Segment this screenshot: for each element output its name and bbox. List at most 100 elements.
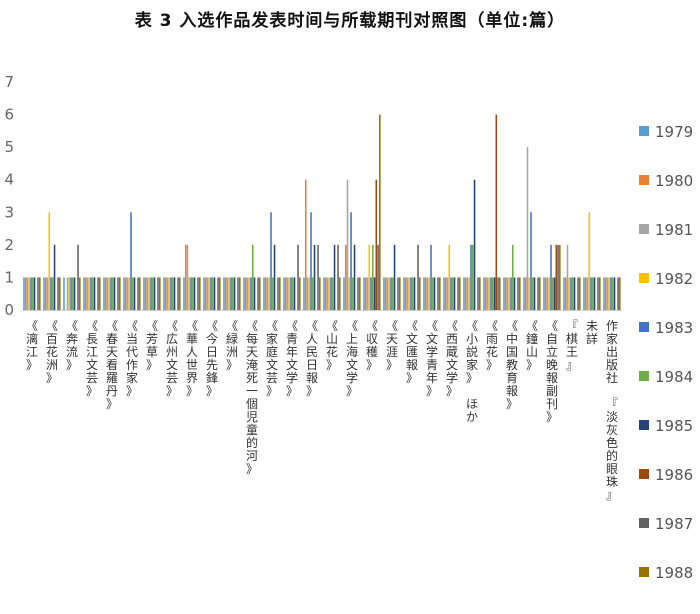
bar xyxy=(564,277,567,310)
bar xyxy=(430,244,432,310)
bar xyxy=(573,277,576,310)
bar xyxy=(66,277,69,310)
bar xyxy=(37,277,39,310)
bar xyxy=(248,277,251,310)
bar xyxy=(210,277,212,310)
bar xyxy=(153,277,156,310)
bar xyxy=(419,277,421,310)
bar xyxy=(568,277,571,310)
bar xyxy=(230,277,232,310)
bar xyxy=(523,277,525,310)
bar xyxy=(517,277,519,310)
bar xyxy=(132,277,134,310)
bar xyxy=(273,244,276,310)
bar xyxy=(26,277,29,310)
bar xyxy=(284,277,287,310)
bar xyxy=(179,277,181,310)
bar xyxy=(203,277,205,310)
bar xyxy=(579,277,581,310)
bar xyxy=(472,244,474,310)
bar xyxy=(603,277,605,310)
bar xyxy=(524,277,527,310)
x-tick-label: 《広州文芸》 xyxy=(166,319,178,398)
bar xyxy=(212,277,214,310)
bar xyxy=(608,277,611,310)
bar xyxy=(48,212,51,310)
bar-series-group xyxy=(23,114,621,310)
bar xyxy=(468,277,471,310)
bar xyxy=(157,277,159,310)
bar xyxy=(423,277,425,310)
y-axis: 0 1 2 3 4 5 6 7 xyxy=(4,73,622,319)
bar xyxy=(370,277,372,310)
bar xyxy=(23,277,25,310)
bar xyxy=(277,277,279,310)
bar xyxy=(404,277,407,310)
x-tick-label: 《文匯報》 xyxy=(406,319,418,385)
bar xyxy=(173,277,176,310)
bar xyxy=(57,277,59,310)
bar xyxy=(108,277,111,310)
bar xyxy=(50,277,52,310)
legend-label: 1982 xyxy=(655,270,693,288)
bar xyxy=(390,277,392,310)
bar xyxy=(446,277,449,310)
bar xyxy=(239,277,241,310)
bar xyxy=(528,277,531,310)
bar xyxy=(379,114,381,310)
x-axis: 《漓江》《百花洲》《奔流》《長江文芸》《春天看羅丹》《当代作家》《芳草》《広州文… xyxy=(26,319,618,502)
legend-label: 1980 xyxy=(655,172,693,190)
bar xyxy=(597,277,599,310)
bar xyxy=(590,277,592,310)
bar xyxy=(306,277,309,310)
bar xyxy=(377,244,379,310)
bar xyxy=(68,277,71,310)
bar xyxy=(479,277,481,310)
bar xyxy=(144,277,147,310)
bar xyxy=(93,277,96,310)
bar xyxy=(364,277,367,310)
bar xyxy=(563,277,565,310)
bar xyxy=(193,277,196,310)
bar xyxy=(368,244,371,310)
bar xyxy=(106,277,109,310)
bar xyxy=(128,277,131,310)
bar xyxy=(357,277,359,310)
bar xyxy=(137,277,139,310)
bar xyxy=(550,244,552,310)
bar xyxy=(386,277,389,310)
bar xyxy=(270,212,272,310)
bar xyxy=(119,277,121,310)
y-tick-label: 4 xyxy=(4,171,14,189)
bar xyxy=(470,244,472,310)
bar xyxy=(617,277,619,310)
bar xyxy=(303,277,305,310)
x-tick-label: 《家庭文芸》 xyxy=(266,319,278,398)
bar xyxy=(488,277,491,310)
x-tick-label: 《每天淹死一個児童的河》 xyxy=(246,319,258,476)
bar xyxy=(199,277,201,310)
legend: 1979 1980 1981 1982 1983 1984 1985 1986 1987 1988 xyxy=(639,123,693,582)
x-tick-label: 《小説家》 ほか xyxy=(466,319,478,424)
x-tick-label: 《百花洲》 xyxy=(46,319,58,385)
bar xyxy=(557,244,559,310)
bar xyxy=(237,277,239,310)
y-tick-label: 1 xyxy=(4,268,14,286)
bar xyxy=(375,179,378,310)
bar xyxy=(499,277,501,310)
bar xyxy=(332,277,334,310)
bar xyxy=(566,244,569,310)
bar xyxy=(570,277,572,310)
bar xyxy=(503,277,505,310)
bar xyxy=(286,277,289,310)
bar xyxy=(403,277,405,310)
bar xyxy=(79,277,81,310)
bar xyxy=(252,244,254,310)
x-tick-label: 《人民日報》 xyxy=(306,319,318,398)
legend-label: 1984 xyxy=(655,368,693,386)
legend-swatch xyxy=(639,567,649,577)
bar xyxy=(583,277,585,310)
x-tick-label: 《今日先鋒》 xyxy=(206,319,218,398)
bar xyxy=(437,277,439,310)
bar xyxy=(263,277,265,310)
